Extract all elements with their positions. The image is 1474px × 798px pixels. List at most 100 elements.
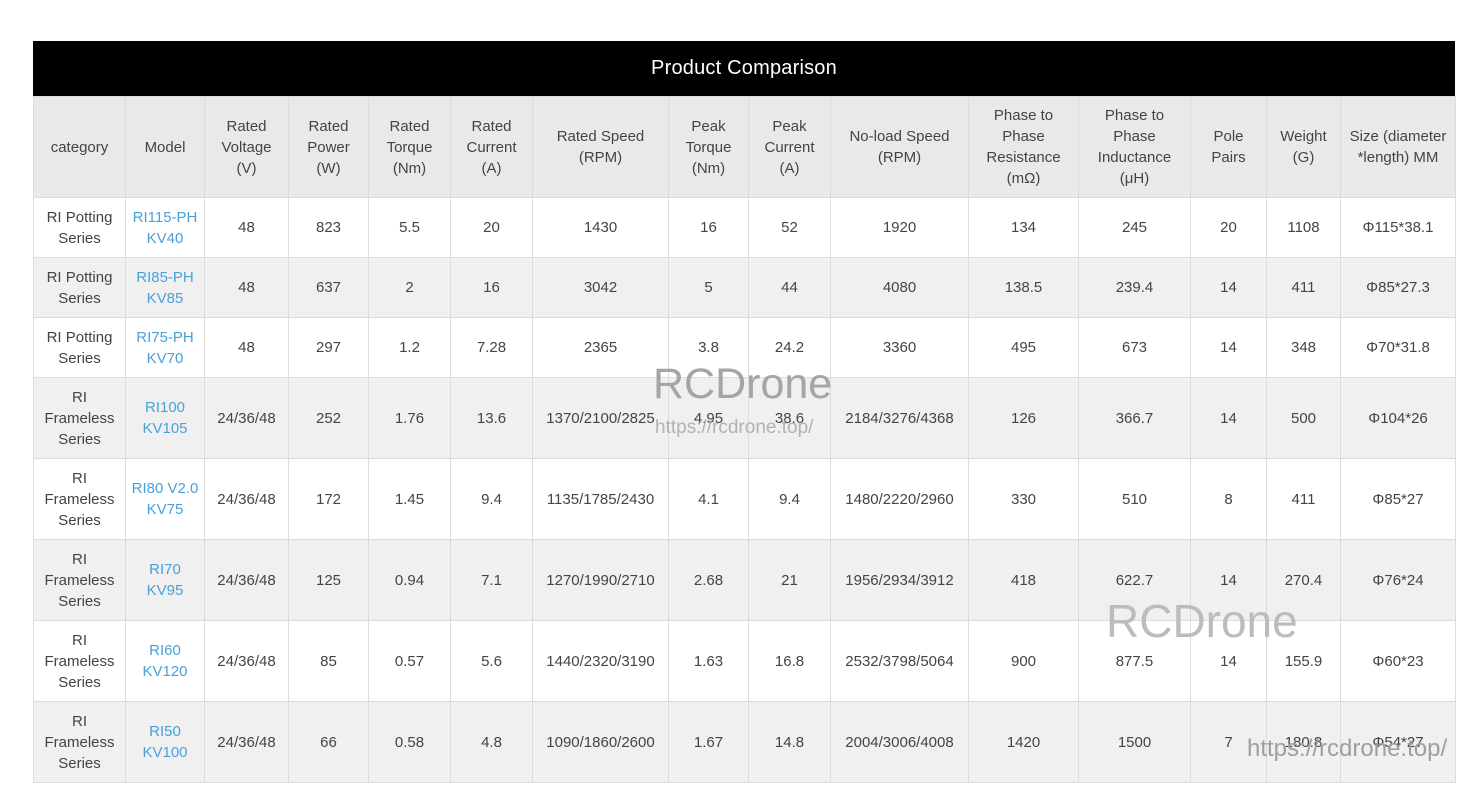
cell-peak-torque: 5 xyxy=(668,257,749,318)
cell-phase-inductance: 239.4 xyxy=(1078,257,1191,318)
column-header-rated-power: Rated Power (W) xyxy=(288,96,369,198)
cell-phase-resistance: 330 xyxy=(968,458,1079,540)
column-header-rated-torque: Rated Torque (Nm) xyxy=(368,96,451,198)
cell-weight: 411 xyxy=(1266,458,1341,540)
cell-size: Φ104*26 xyxy=(1340,377,1456,459)
table-header: category Model Rated Voltage (V) Rated Powe… xyxy=(33,96,1456,198)
model-link[interactable]: RI75-PH KV70 xyxy=(136,328,194,367)
model-link[interactable]: RI100 KV105 xyxy=(142,399,188,437)
model-link[interactable]: RI115-PH KV40 xyxy=(132,208,198,247)
cell-model: RI70 KV95 xyxy=(125,539,205,621)
cell-rated-current: 13.6 xyxy=(450,377,533,459)
cell-model: RI75-PH KV70 xyxy=(125,317,205,378)
cell-rated-speed: 2365 xyxy=(532,317,669,378)
cell-rated-voltage: 48 xyxy=(204,197,289,258)
cell-rated-voltage: 24/36/48 xyxy=(204,539,289,621)
table-row: RI Frameless Series RI60 KV120 24/36/48 85 0… xyxy=(33,620,1456,702)
cell-rated-current: 4.8 xyxy=(450,701,533,783)
cell-rated-power: 823 xyxy=(288,197,369,258)
cell-rated-power: 252 xyxy=(288,377,369,459)
cell-phase-inductance: 366.7 xyxy=(1078,377,1191,459)
model-link[interactable]: RI50 KV100 xyxy=(142,723,188,761)
table-row: RI Frameless Series RI80 V2.0 KV75 24/36/4… xyxy=(33,458,1456,540)
cell-rated-power: 125 xyxy=(288,539,369,621)
cell-rated-power: 66 xyxy=(288,701,369,783)
cell-phase-inductance: 1500 xyxy=(1078,701,1191,783)
column-header-pole-pairs: Pole Pairs xyxy=(1190,96,1267,198)
model-link[interactable]: RI85-PH KV85 xyxy=(136,268,194,307)
cell-rated-current: 9.4 xyxy=(450,458,533,540)
column-header-category: category xyxy=(33,96,126,198)
cell-phase-inductance: 510 xyxy=(1078,458,1191,540)
cell-model: RI50 KV100 xyxy=(125,701,205,783)
cell-weight: 348 xyxy=(1266,317,1341,378)
cell-pole-pairs: 14 xyxy=(1190,257,1267,318)
cell-pole-pairs: 8 xyxy=(1190,458,1267,540)
table-title-bar: Product Comparison xyxy=(33,41,1455,96)
cell-size: Φ85*27 xyxy=(1340,458,1456,540)
cell-rated-power: 172 xyxy=(288,458,369,540)
cell-category: RI Frameless Series xyxy=(33,539,126,621)
cell-rated-voltage: 24/36/48 xyxy=(204,377,289,459)
table-row: RI Frameless Series RI70 KV95 24/36/48 125 0… xyxy=(33,539,1456,621)
cell-peak-current: 14.8 xyxy=(748,701,831,783)
cell-rated-speed: 1090/1860/2600 xyxy=(532,701,669,783)
cell-weight: 1108 xyxy=(1266,197,1341,258)
cell-rated-voltage: 24/36/48 xyxy=(204,458,289,540)
cell-category: RI Potting Series xyxy=(33,197,126,258)
cell-size: Φ115*38.1 xyxy=(1340,197,1456,258)
cell-phase-resistance: 418 xyxy=(968,539,1079,621)
cell-rated-power: 85 xyxy=(288,620,369,702)
column-header-weight: Weight (G) xyxy=(1266,96,1341,198)
table-row: RI Potting Series RI85-PH KV85 48 637 2 16 304… xyxy=(33,257,1456,318)
cell-size: Φ85*27.3 xyxy=(1340,257,1456,318)
cell-noload-speed: 2184/3276/4368 xyxy=(830,377,969,459)
column-header-rated-speed: Rated Speed (RPM) xyxy=(532,96,669,198)
cell-rated-speed: 1135/1785/2430 xyxy=(532,458,669,540)
table-body: RI Potting Series RI115-PH KV40 48 823 5.5 20… xyxy=(33,197,1456,783)
cell-peak-current: 52 xyxy=(748,197,831,258)
cell-noload-speed: 1920 xyxy=(830,197,969,258)
cell-noload-speed: 2004/3006/4008 xyxy=(830,701,969,783)
cell-peak-current: 24.2 xyxy=(748,317,831,378)
cell-category: RI Potting Series xyxy=(33,257,126,318)
model-link[interactable]: RI60 KV120 xyxy=(142,642,188,680)
table-row: RI Potting Series RI75-PH KV70 48 297 1.2 7.2… xyxy=(33,317,1456,378)
column-header-phase-resistance: Phase to Phase Resistance (mΩ) xyxy=(968,96,1079,198)
cell-phase-inductance: 673 xyxy=(1078,317,1191,378)
model-link[interactable]: RI80 V2.0 KV75 xyxy=(131,480,199,518)
cell-peak-current: 16.8 xyxy=(748,620,831,702)
cell-rated-torque: 0.94 xyxy=(368,539,451,621)
column-header-size: Size (diameter *length) MM xyxy=(1340,96,1456,198)
cell-peak-current: 44 xyxy=(748,257,831,318)
cell-phase-resistance: 126 xyxy=(968,377,1079,459)
cell-size: Φ60*23 xyxy=(1340,620,1456,702)
cell-rated-torque: 2 xyxy=(368,257,451,318)
cell-size: Φ54*27 xyxy=(1340,701,1456,783)
cell-pole-pairs: 14 xyxy=(1190,317,1267,378)
cell-rated-power: 297 xyxy=(288,317,369,378)
cell-phase-resistance: 138.5 xyxy=(968,257,1079,318)
cell-noload-speed: 2532/3798/5064 xyxy=(830,620,969,702)
cell-category: RI Potting Series xyxy=(33,317,126,378)
table-header-row: category Model Rated Voltage (V) Rated Powe… xyxy=(33,96,1456,198)
cell-rated-voltage: 24/36/48 xyxy=(204,620,289,702)
cell-rated-power: 637 xyxy=(288,257,369,318)
cell-category: RI Frameless Series xyxy=(33,620,126,702)
cell-peak-torque: 1.63 xyxy=(668,620,749,702)
cell-model: RI100 KV105 xyxy=(125,377,205,459)
cell-peak-current: 9.4 xyxy=(748,458,831,540)
cell-rated-speed: 1270/1990/2710 xyxy=(532,539,669,621)
table-row: RI Potting Series RI115-PH KV40 48 823 5.5 20… xyxy=(33,197,1456,258)
cell-rated-voltage: 24/36/48 xyxy=(204,701,289,783)
cell-peak-torque: 4.95 xyxy=(668,377,749,459)
cell-peak-current: 38.6 xyxy=(748,377,831,459)
cell-noload-speed: 4080 xyxy=(830,257,969,318)
cell-rated-speed: 1440/2320/3190 xyxy=(532,620,669,702)
model-link[interactable]: RI70 KV95 xyxy=(146,561,184,599)
cell-peak-current: 21 xyxy=(748,539,831,621)
cell-size: Φ70*31.8 xyxy=(1340,317,1456,378)
cell-rated-torque: 1.2 xyxy=(368,317,451,378)
cell-rated-speed: 3042 xyxy=(532,257,669,318)
